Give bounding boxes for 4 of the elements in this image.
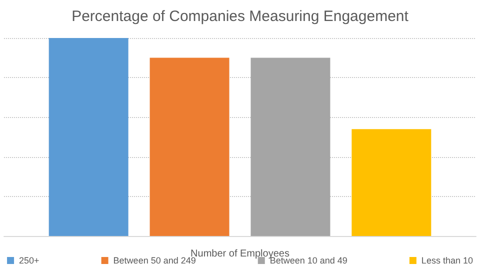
legend-label: 250+: [19, 256, 40, 266]
legend-label: Between 50 and 249: [113, 256, 196, 266]
legend-label: Less than 10: [421, 256, 473, 266]
chart-title: Percentage of Companies Measuring Engagement: [72, 8, 410, 25]
